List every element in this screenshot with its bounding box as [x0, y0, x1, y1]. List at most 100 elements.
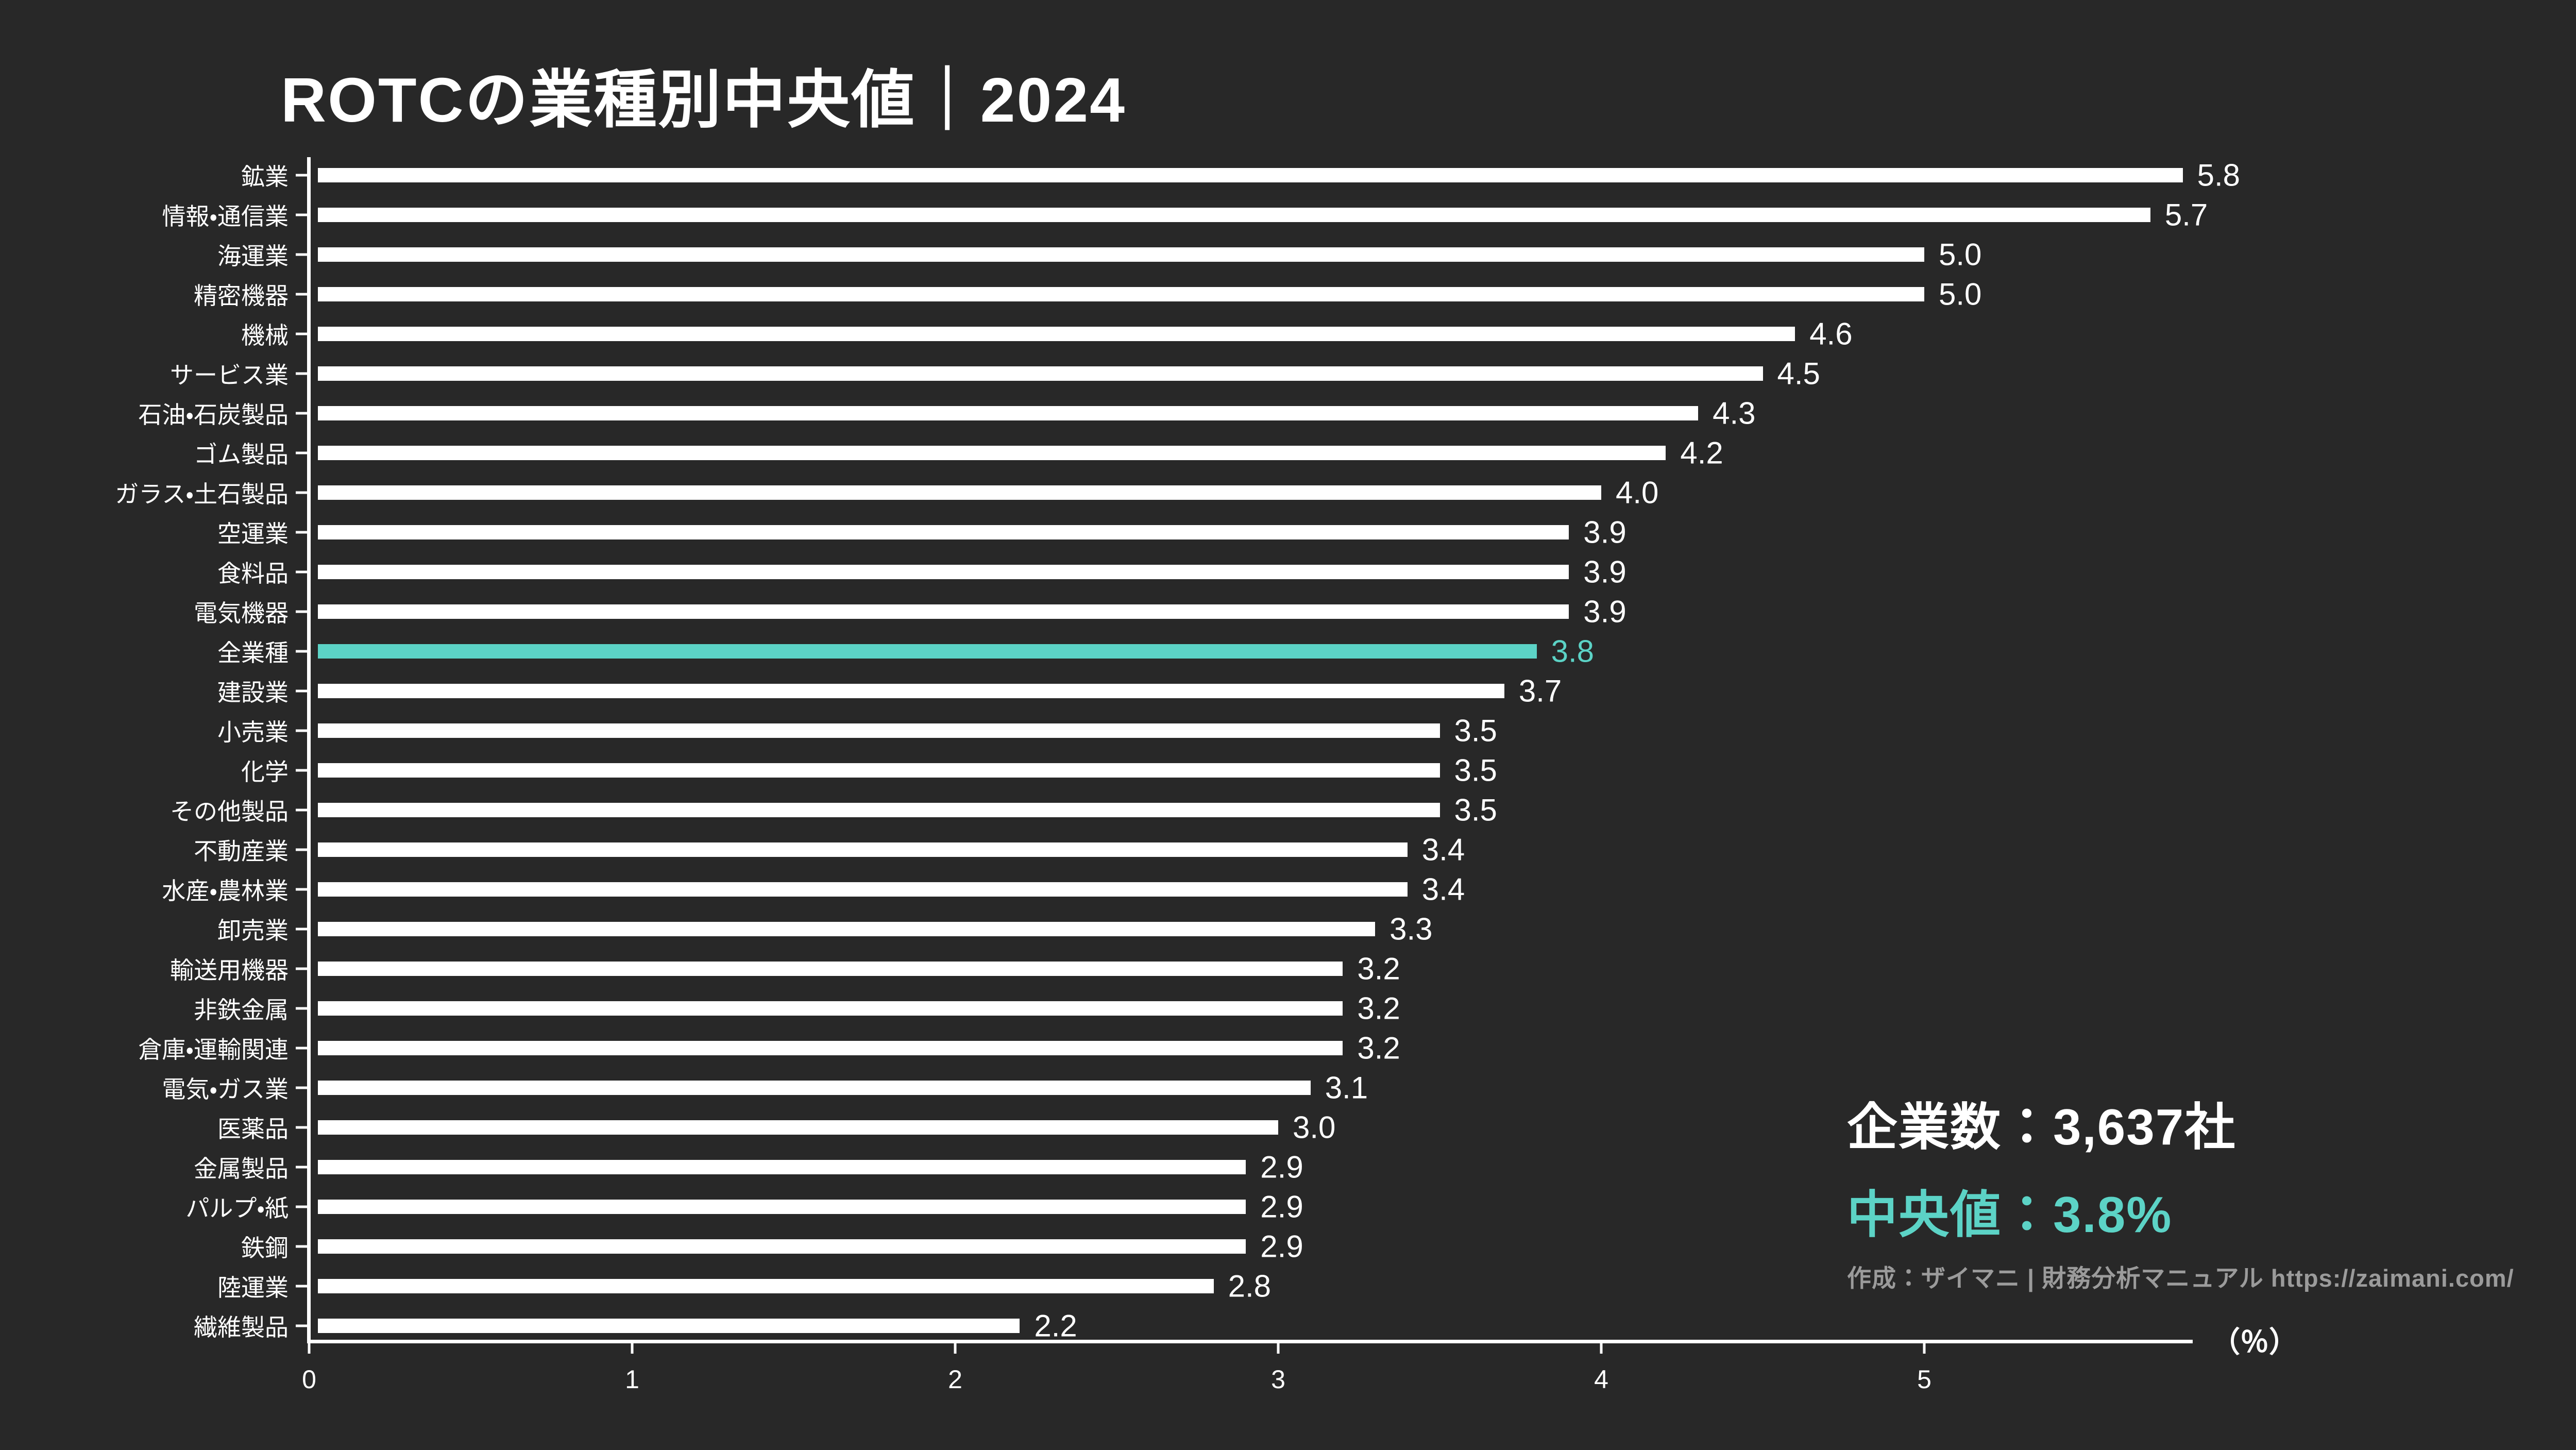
category-label: 小売業	[217, 719, 289, 746]
bar	[318, 1120, 1278, 1135]
category-tick	[296, 769, 307, 772]
category-tick	[296, 689, 307, 693]
bar	[318, 962, 1343, 976]
category-tick	[296, 174, 307, 177]
value-label: 2.9	[1260, 1150, 1303, 1185]
value-label: 4.6	[1809, 316, 1853, 351]
value-label: 3.9	[1583, 515, 1626, 550]
category-label: 化学	[241, 758, 289, 785]
x-axis-unit-label: （％）	[2211, 1326, 2298, 1358]
value-label: 3.2	[1357, 951, 1400, 986]
value-label: 2.9	[1260, 1189, 1303, 1224]
category-tick	[296, 1086, 307, 1089]
category-tick	[296, 1047, 307, 1050]
value-label: 3.9	[1583, 554, 1626, 589]
value-label: 4.5	[1777, 356, 1820, 391]
bar	[318, 1001, 1343, 1016]
value-label: 3.0	[1293, 1110, 1336, 1145]
category-label: 電気・ガス業	[162, 1076, 289, 1103]
category-label: 金属製品	[194, 1155, 289, 1182]
value-label: 3.3	[1389, 912, 1433, 947]
bar	[318, 644, 1537, 659]
bar	[318, 327, 1795, 341]
category-label: その他製品	[170, 798, 289, 825]
x-tick	[1600, 1343, 1603, 1354]
category-tick	[296, 332, 307, 335]
value-label: 3.8	[1551, 634, 1595, 669]
category-label: 建設業	[217, 679, 289, 706]
value-label: 5.8	[2197, 158, 2241, 193]
value-label: 3.5	[1454, 713, 1497, 748]
category-label: パルプ・紙	[185, 1195, 289, 1222]
bar	[318, 1041, 1343, 1055]
category-tick	[296, 293, 307, 296]
category-label: 情報・通信業	[162, 203, 289, 230]
value-label: 3.2	[1357, 991, 1400, 1026]
value-label: 5.0	[1939, 237, 1982, 272]
category-tick	[296, 1285, 307, 1288]
bar	[318, 1160, 1246, 1174]
value-label: 5.0	[1939, 277, 1982, 312]
bar	[318, 208, 2150, 222]
x-tick	[631, 1343, 634, 1354]
value-label: 4.2	[1680, 435, 1723, 470]
bar	[318, 485, 1601, 500]
bar	[318, 803, 1440, 817]
x-tick	[1277, 1343, 1280, 1354]
category-label: ゴム製品	[194, 441, 289, 468]
x-tick	[954, 1343, 957, 1354]
bar	[318, 604, 1569, 619]
bar	[318, 1319, 1020, 1333]
x-tick-label: 3	[1271, 1365, 1285, 1394]
category-label: 水産・農林業	[162, 878, 289, 904]
x-tick-label: 0	[302, 1365, 316, 1394]
value-label: 2.9	[1260, 1229, 1303, 1264]
value-label: 4.3	[1713, 396, 1756, 431]
category-tick	[296, 1166, 307, 1169]
category-label: 精密機器	[194, 282, 289, 309]
category-label: 電気機器	[194, 600, 289, 627]
category-tick	[296, 1126, 307, 1129]
category-tick	[296, 928, 307, 931]
value-label: 3.4	[1421, 832, 1465, 867]
bar	[318, 1279, 1214, 1293]
category-label: 不動産業	[194, 838, 289, 865]
x-tick-label: 4	[1594, 1365, 1608, 1394]
category-tick	[296, 253, 307, 256]
x-tick-label: 5	[1917, 1365, 1931, 1394]
bar	[318, 842, 1408, 857]
bar	[318, 723, 1440, 738]
value-label: 3.1	[1325, 1070, 1368, 1105]
attribution: 作成：ザイマニ | 財務分析マニュアル https://zaimani.com/	[1847, 1264, 2514, 1292]
bar	[318, 763, 1440, 778]
x-tick	[1923, 1343, 1926, 1354]
value-label: 2.8	[1228, 1269, 1272, 1304]
category-label: ガラス・土石製品	[115, 481, 289, 508]
category-label: 海運業	[217, 243, 289, 269]
category-tick	[296, 729, 307, 732]
category-tick	[296, 412, 307, 415]
value-label: 3.7	[1518, 673, 1562, 709]
bar	[318, 287, 1924, 301]
value-label: 3.9	[1583, 594, 1626, 629]
companies-count: 企業数：3,637社	[1847, 1099, 2236, 1155]
category-tick	[296, 451, 307, 454]
category-tick	[296, 1245, 307, 1248]
category-tick	[296, 1007, 307, 1010]
bar	[318, 525, 1569, 539]
category-label: 卸売業	[217, 917, 289, 944]
value-label: 3.2	[1357, 1031, 1400, 1066]
category-label: 空運業	[217, 520, 289, 547]
bar	[318, 565, 1569, 579]
x-tick-label: 1	[625, 1365, 639, 1394]
category-tick	[296, 888, 307, 891]
category-tick	[296, 610, 307, 613]
category-label: 倉庫・運輸関連	[138, 1036, 289, 1063]
category-label: 医薬品	[217, 1116, 289, 1142]
category-label: 非鉄金属	[194, 997, 289, 1023]
bar	[318, 1081, 1311, 1095]
category-tick	[296, 531, 307, 534]
category-tick	[296, 1324, 307, 1327]
page-title: ROTCの業種別中央値｜2024	[281, 65, 1127, 135]
